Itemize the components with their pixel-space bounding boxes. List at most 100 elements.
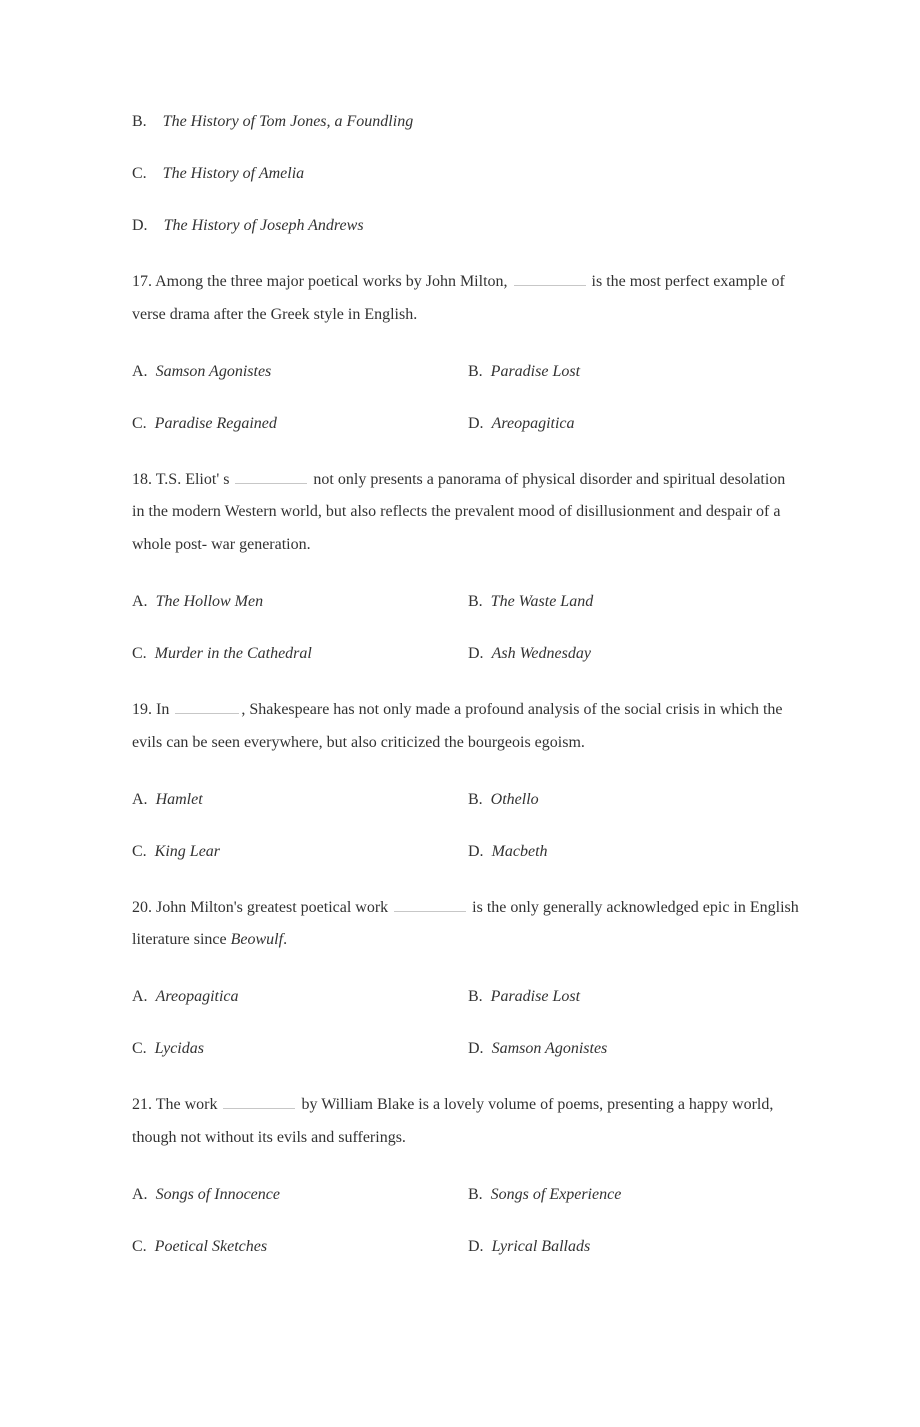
option-item: B. The History of Tom Jones, a Foundling (132, 110, 800, 134)
option-item: B. Paradise Lost (468, 985, 800, 1009)
option-text: Murder in the Cathedral (155, 645, 312, 662)
option-text: Areopagitica (156, 988, 239, 1005)
question-number: 20. (132, 899, 152, 916)
option-item: D. Areopagitica (468, 412, 800, 436)
option-letter: A. (132, 1186, 148, 1203)
option-text: Lyrical Ballads (492, 1238, 591, 1255)
option-letter: B. (468, 988, 483, 1005)
question-number: 21. (132, 1096, 152, 1113)
option-item: A. Samson Agonistes (132, 360, 468, 384)
blank-icon (514, 272, 586, 286)
option-row: C. Paradise Regained D. Areopagitica (132, 412, 800, 436)
option-row: C. King Lear D. Macbeth (132, 840, 800, 864)
question-stem: 21. The work by William Blake is a lovel… (132, 1089, 800, 1155)
option-row: A. Songs of Innocence B. Songs of Experi… (132, 1183, 800, 1207)
option-letter: D. (468, 415, 484, 432)
option-row: A. The Hollow Men B. The Waste Land (132, 590, 800, 614)
question-text-pre: Among the three major poetical works by … (155, 273, 511, 290)
question-number: 17. (132, 273, 152, 290)
option-letter: B. (468, 791, 483, 808)
option-text: Samson Agonistes (156, 363, 272, 380)
option-text: Songs of Innocence (156, 1186, 280, 1203)
option-item: D. Lyrical Ballads (468, 1235, 800, 1259)
option-letter: B. (468, 1186, 483, 1203)
option-text: The History of Tom Jones, a Foundling (163, 113, 414, 130)
option-item: C. Poetical Sketches (132, 1235, 468, 1259)
option-item: A. Songs of Innocence (132, 1183, 468, 1207)
option-text: King Lear (155, 843, 220, 860)
option-item: D. The History of Joseph Andrews (132, 214, 800, 238)
option-item: B. The Waste Land (468, 590, 800, 614)
option-text: The Hollow Men (156, 593, 264, 610)
option-letter: C. (132, 415, 147, 432)
blank-icon (175, 700, 239, 714)
option-letter: D. (468, 1238, 484, 1255)
option-item: C. Paradise Regained (132, 412, 468, 436)
option-text: Ash Wednesday (492, 645, 591, 662)
option-letter: B. (468, 593, 483, 610)
option-row: C. Lycidas D. Samson Agonistes (132, 1037, 800, 1061)
option-item: C. Murder in the Cathedral (132, 642, 468, 666)
option-text: Poetical Sketches (155, 1238, 267, 1255)
option-text: Macbeth (492, 843, 548, 860)
option-item: C. Lycidas (132, 1037, 468, 1061)
question-stem: 17. Among the three major poetical works… (132, 266, 800, 332)
option-row: A. Areopagitica B. Paradise Lost (132, 985, 800, 1009)
option-item: C. The History of Amelia (132, 162, 800, 186)
option-letter: A. (132, 363, 148, 380)
option-letter: A. (132, 988, 148, 1005)
option-letter: D. (468, 843, 484, 860)
option-text: Samson Agonistes (492, 1040, 608, 1057)
option-letter: B. (132, 113, 147, 130)
option-letter: A. (132, 593, 148, 610)
option-item: B. Othello (468, 788, 800, 812)
option-text: Lycidas (155, 1040, 204, 1057)
option-item: D. Samson Agonistes (468, 1037, 800, 1061)
option-item: D. Macbeth (468, 840, 800, 864)
question-text-pre: The work (156, 1096, 222, 1113)
option-row: A. Samson Agonistes B. Paradise Lost (132, 360, 800, 384)
option-item: D. Ash Wednesday (468, 642, 800, 666)
option-letter: C. (132, 1238, 147, 1255)
option-letter: C. (132, 843, 147, 860)
question-text-italic: Beowulf (231, 931, 283, 948)
option-text: Songs of Experience (491, 1186, 622, 1203)
question-text-pre: In (156, 701, 173, 718)
option-letter: C. (132, 1040, 147, 1057)
option-item: A. The Hollow Men (132, 590, 468, 614)
option-letter: D. (468, 1040, 484, 1057)
question-text-tail: . (283, 931, 287, 948)
blank-icon (223, 1095, 295, 1109)
option-letter: A. (132, 791, 148, 808)
option-row: C. Poetical Sketches D. Lyrical Ballads (132, 1235, 800, 1259)
option-text: The Waste Land (491, 593, 594, 610)
option-letter: D. (468, 645, 484, 662)
question-number: 18. (132, 471, 152, 488)
question-text-pre: T.S. Eliot' s (156, 471, 234, 488)
option-row: C. Murder in the Cathedral D. Ash Wednes… (132, 642, 800, 666)
option-item: A. Hamlet (132, 788, 468, 812)
option-row: A. Hamlet B. Othello (132, 788, 800, 812)
option-item: C. King Lear (132, 840, 468, 864)
option-text: Paradise Regained (155, 415, 277, 432)
option-text: Paradise Lost (491, 363, 580, 380)
option-text: The History of Amelia (163, 165, 304, 182)
option-letter: D. (132, 217, 148, 234)
question-text-pre: John Milton's greatest poetical work (156, 899, 392, 916)
option-letter: C. (132, 165, 147, 182)
blank-icon (235, 469, 307, 483)
option-item: B. Paradise Lost (468, 360, 800, 384)
option-text: The History of Joseph Andrews (164, 217, 364, 234)
option-text: Othello (491, 791, 539, 808)
option-letter: C. (132, 645, 147, 662)
question-stem: 19. In , Shakespeare has not only made a… (132, 694, 800, 760)
option-item: A. Areopagitica (132, 985, 468, 1009)
option-item: B. Songs of Experience (468, 1183, 800, 1207)
option-text: Hamlet (156, 791, 203, 808)
blank-icon (394, 897, 466, 911)
option-text: Areopagitica (492, 415, 575, 432)
question-stem: 18. T.S. Eliot' s not only presents a pa… (132, 464, 800, 562)
option-text: Paradise Lost (491, 988, 580, 1005)
question-number: 19. (132, 701, 152, 718)
question-stem: 20. John Milton's greatest poetical work… (132, 892, 800, 958)
